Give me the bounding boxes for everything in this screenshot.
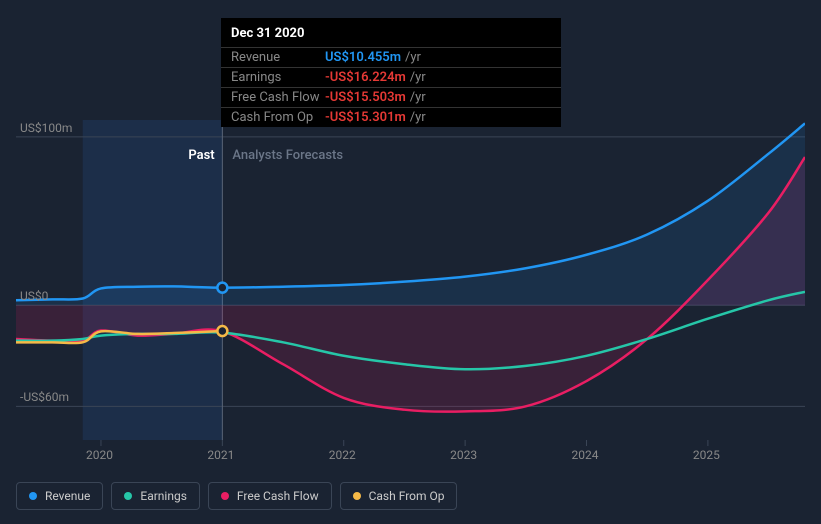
legend-dot-icon	[221, 492, 229, 500]
x-axis-tick: 2020	[86, 448, 113, 462]
tooltip-value: US$10.455m	[325, 50, 401, 65]
legend-label: Free Cash Flow	[237, 489, 319, 503]
financials-chart	[16, 120, 805, 460]
forecast-label: Analysts Forecasts	[232, 148, 343, 163]
legend-dot-icon	[124, 492, 132, 500]
tooltip: Dec 31 2020 Revenue US$10.455m /yr Earni…	[221, 18, 561, 127]
tooltip-row: Earnings -US$16.224m /yr	[221, 67, 561, 87]
y-axis-tick: US$0	[20, 289, 48, 303]
legend-item-cfo[interactable]: Cash From Op	[340, 482, 458, 510]
legend-dot-icon	[353, 492, 361, 500]
chart-legend: Revenue Earnings Free Cash Flow Cash Fro…	[16, 482, 457, 510]
legend-item-earnings[interactable]: Earnings	[111, 482, 200, 510]
tooltip-unit: /yr	[410, 70, 426, 85]
tooltip-value: -US$16.224m	[325, 70, 406, 85]
past-label: Past	[188, 148, 214, 163]
legend-item-revenue[interactable]: Revenue	[16, 482, 103, 510]
tooltip-row: Free Cash Flow -US$15.503m /yr	[221, 87, 561, 107]
legend-label: Earnings	[140, 489, 187, 503]
tooltip-row: Cash From Op -US$15.301m /yr	[221, 107, 561, 127]
tooltip-label: Earnings	[231, 70, 325, 85]
x-axis-tick: 2025	[693, 448, 720, 462]
x-axis-tick: 2021	[207, 448, 234, 462]
tooltip-label: Free Cash Flow	[231, 90, 325, 105]
legend-label: Cash From Op	[369, 489, 445, 503]
tooltip-unit: /yr	[410, 110, 426, 125]
legend-label: Revenue	[45, 489, 90, 503]
tooltip-label: Cash From Op	[231, 110, 325, 125]
tooltip-unit: /yr	[410, 90, 426, 105]
tooltip-date: Dec 31 2020	[221, 18, 561, 47]
tooltip-value: -US$15.503m	[325, 90, 406, 105]
y-axis-tick: US$100m	[20, 121, 72, 135]
tooltip-label: Revenue	[231, 50, 325, 65]
x-axis-tick: 2024	[572, 448, 599, 462]
legend-item-fcf[interactable]: Free Cash Flow	[208, 482, 332, 510]
y-axis-tick: -US$60m	[20, 390, 69, 404]
chart-area[interactable]	[16, 120, 805, 460]
legend-dot-icon	[29, 492, 37, 500]
x-axis-tick: 2022	[329, 448, 356, 462]
tooltip-row: Revenue US$10.455m /yr	[221, 47, 561, 67]
x-axis-tick: 2023	[450, 448, 477, 462]
tooltip-unit: /yr	[405, 50, 421, 65]
tooltip-value: -US$15.301m	[325, 110, 406, 125]
